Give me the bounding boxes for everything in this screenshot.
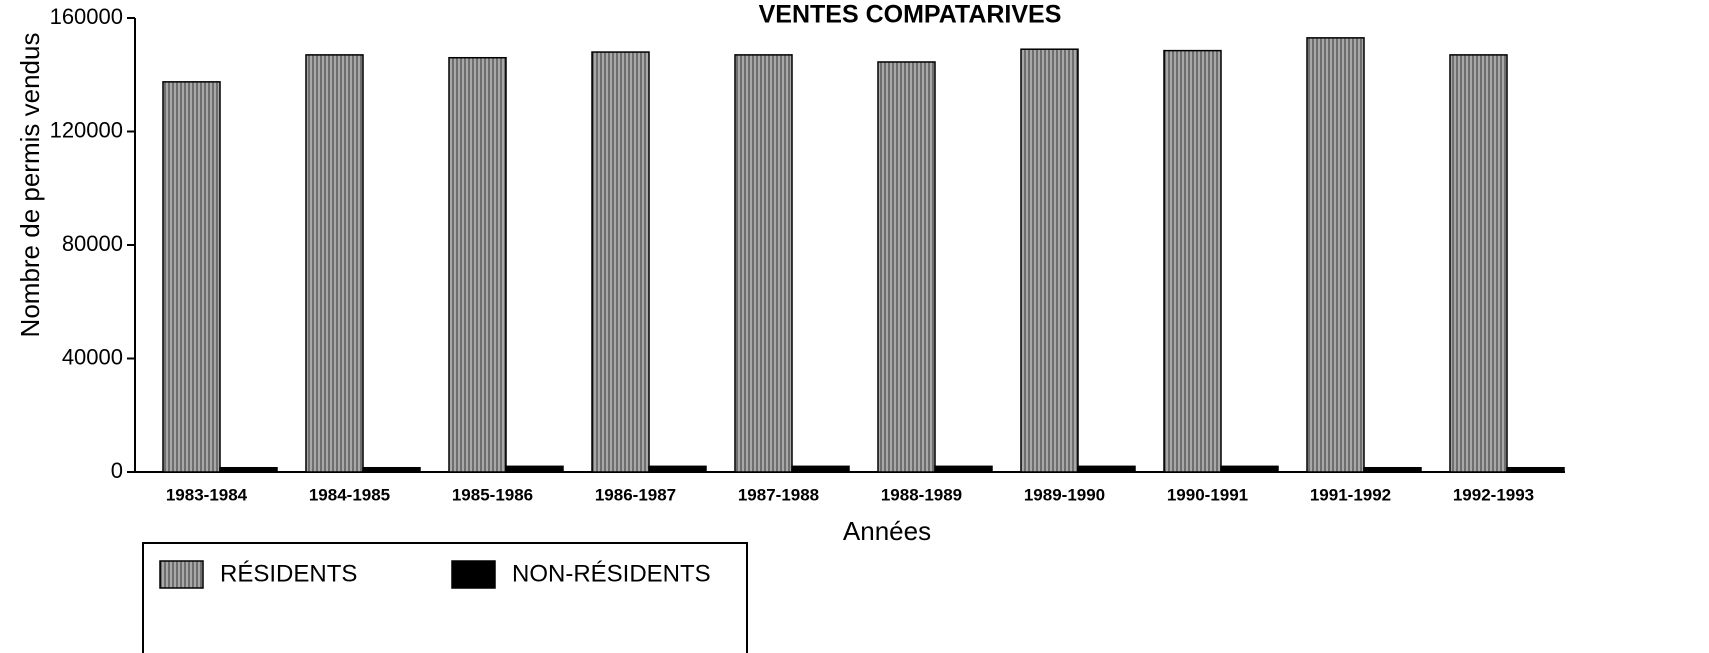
x-tick-label: 1991-1992 (1310, 485, 1391, 504)
y-tick-label: 0 (111, 458, 123, 483)
bar (1306, 37, 1365, 473)
bar (1020, 48, 1079, 473)
bar (934, 465, 993, 473)
x-axis-label: Années (843, 516, 931, 546)
x-tick-label: 1988-1989 (881, 485, 962, 504)
legend-box (142, 542, 748, 653)
x-tick-label: 1989-1990 (1024, 485, 1105, 504)
bar (734, 54, 793, 473)
bar (162, 81, 221, 473)
chart-title: VENTES COMPATARIVES (759, 1, 1062, 29)
bar (648, 465, 707, 473)
legend-label: NON-RÉSIDENTS (512, 560, 711, 587)
y-tick-label: 120000 (50, 117, 123, 142)
bar (1363, 466, 1422, 473)
x-tick-label: 1992-1993 (1453, 485, 1534, 504)
y-tick-label: 160000 (50, 4, 123, 29)
y-tick-label: 80000 (62, 231, 123, 256)
legend-swatch (451, 560, 496, 589)
bar (877, 61, 936, 473)
bar (219, 466, 278, 473)
x-tick-label: 1990-1991 (1167, 485, 1248, 504)
x-tick-label: 1985-1986 (452, 485, 533, 504)
y-axis-label: Nombre de permis vendus (15, 33, 45, 338)
x-tick-label: 1986-1987 (595, 485, 676, 504)
x-tick-label: 1987-1988 (738, 485, 819, 504)
bar (505, 465, 564, 473)
bar (791, 465, 850, 473)
bar (1449, 54, 1508, 473)
x-tick-label: 1984-1985 (309, 485, 390, 504)
bar (1506, 466, 1565, 473)
bar (1077, 465, 1136, 473)
bar (1163, 49, 1222, 473)
bar (305, 54, 364, 473)
legend-label: RÉSIDENTS (220, 560, 357, 587)
bar (1220, 465, 1279, 473)
bar (448, 56, 507, 473)
y-tick-label: 40000 (62, 344, 123, 369)
bar (591, 51, 650, 473)
bar (362, 466, 421, 473)
legend-swatch (159, 560, 204, 589)
x-tick-label: 1983-1984 (166, 485, 248, 504)
